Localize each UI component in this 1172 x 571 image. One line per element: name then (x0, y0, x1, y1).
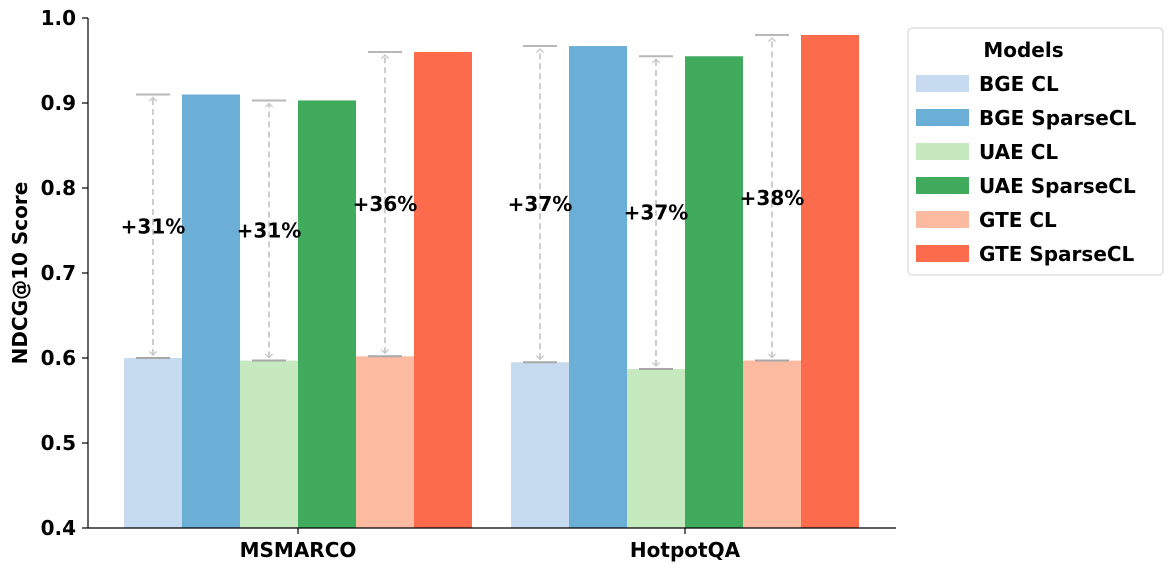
improvement-label: +38% (740, 186, 805, 210)
y-axis-title: NDCG@10 Score (8, 182, 32, 365)
legend: Models BGE CL BGE SparseCL UAE CL UAE Sparse… (907, 27, 1164, 276)
bar-gte-sparsecl-hotpotqa (801, 35, 859, 528)
legend-label: GTE SparseCL (979, 242, 1135, 266)
improvement-label: +31% (121, 214, 186, 238)
bar-uae-sparsecl-msmarco (298, 100, 356, 528)
bar-uae-cl-hotpotqa (627, 369, 685, 528)
bar-gte-sparsecl-msmarco (414, 52, 472, 528)
legend-swatch (916, 109, 969, 126)
improvement-label: +36% (353, 192, 418, 216)
legend-title: Models (983, 38, 1063, 62)
y-tick-label: 0.5 (41, 431, 76, 455)
bar-bge-sparsecl-msmarco (182, 94, 240, 528)
legend-label: BGE SparseCL (979, 106, 1137, 130)
legend-swatch (916, 177, 969, 194)
y-tick-label: 0.4 (41, 516, 76, 540)
legend-swatch (916, 245, 969, 262)
legend-label: UAE CL (979, 140, 1058, 164)
legend-swatch (916, 211, 969, 228)
legend-label: GTE CL (979, 208, 1057, 232)
improvement-label: +37% (624, 201, 689, 225)
improvement-annotations: +31% +31% +36% +37% +37% +38% (121, 34, 805, 371)
legend-swatch (916, 143, 969, 160)
bar-gte-cl-msmarco (356, 356, 414, 528)
improvement-label: +31% (237, 219, 302, 243)
bars-group (124, 35, 859, 529)
legend-label: BGE CL (979, 72, 1059, 96)
bar-uae-sparsecl-hotpotqa (685, 56, 743, 528)
bar-uae-cl-msmarco (240, 360, 298, 528)
y-tick-label: 0.7 (41, 261, 76, 285)
legend-label: UAE SparseCL (979, 174, 1136, 198)
legend-box (907, 27, 1164, 276)
bar-bge-cl-msmarco (124, 358, 182, 528)
y-tick-label: 1.0 (41, 6, 76, 30)
y-tick-label: 0.8 (41, 176, 76, 200)
x-tick-label: MSMARCO (240, 538, 357, 562)
legend-swatch (916, 75, 969, 92)
x-tick-label: HotpotQA (630, 538, 741, 562)
y-tick-label: 0.6 (41, 346, 76, 370)
improvement-label: +37% (508, 192, 573, 216)
bar-gte-cl-hotpotqa (743, 360, 801, 528)
bar-bge-cl-hotpotqa (511, 362, 569, 528)
axes-group: 0.4 0.5 0.6 0.7 0.8 0.9 1.0 MSMARCO HotpotQA NDCG… (8, 6, 896, 562)
bar-bge-sparsecl-hotpotqa (569, 46, 627, 529)
y-tick-label: 0.9 (41, 91, 76, 115)
